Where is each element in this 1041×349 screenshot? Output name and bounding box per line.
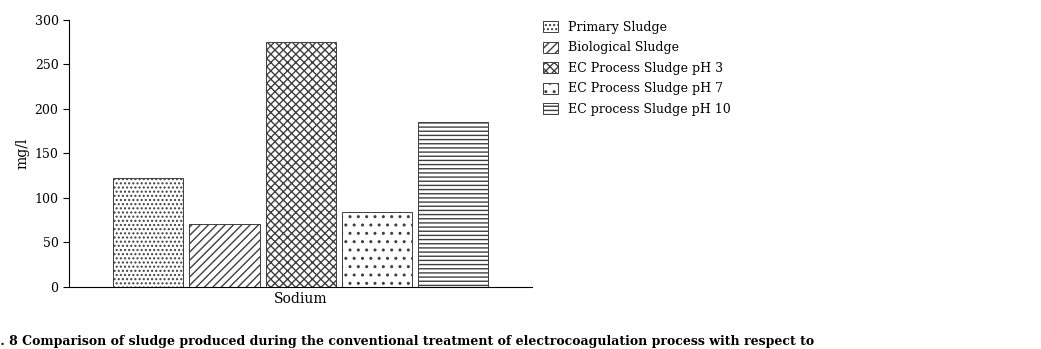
Bar	[418, 122, 488, 287]
X-axis label: Sodium: Sodium	[274, 292, 328, 306]
Text: Fig. 8 Comparison of sludge produced during the conventional treatment of electr: Fig. 8 Comparison of sludge produced dur…	[0, 335, 814, 348]
Bar	[341, 212, 412, 287]
Legend: Primary Sludge, Biological Sludge, EC Process Sludge pH 3, EC Process Sludge pH : Primary Sludge, Biological Sludge, EC Pr…	[543, 21, 731, 116]
Bar	[189, 224, 259, 287]
Y-axis label: mg/l: mg/l	[15, 138, 29, 169]
Bar	[265, 42, 336, 287]
Bar	[113, 178, 183, 287]
